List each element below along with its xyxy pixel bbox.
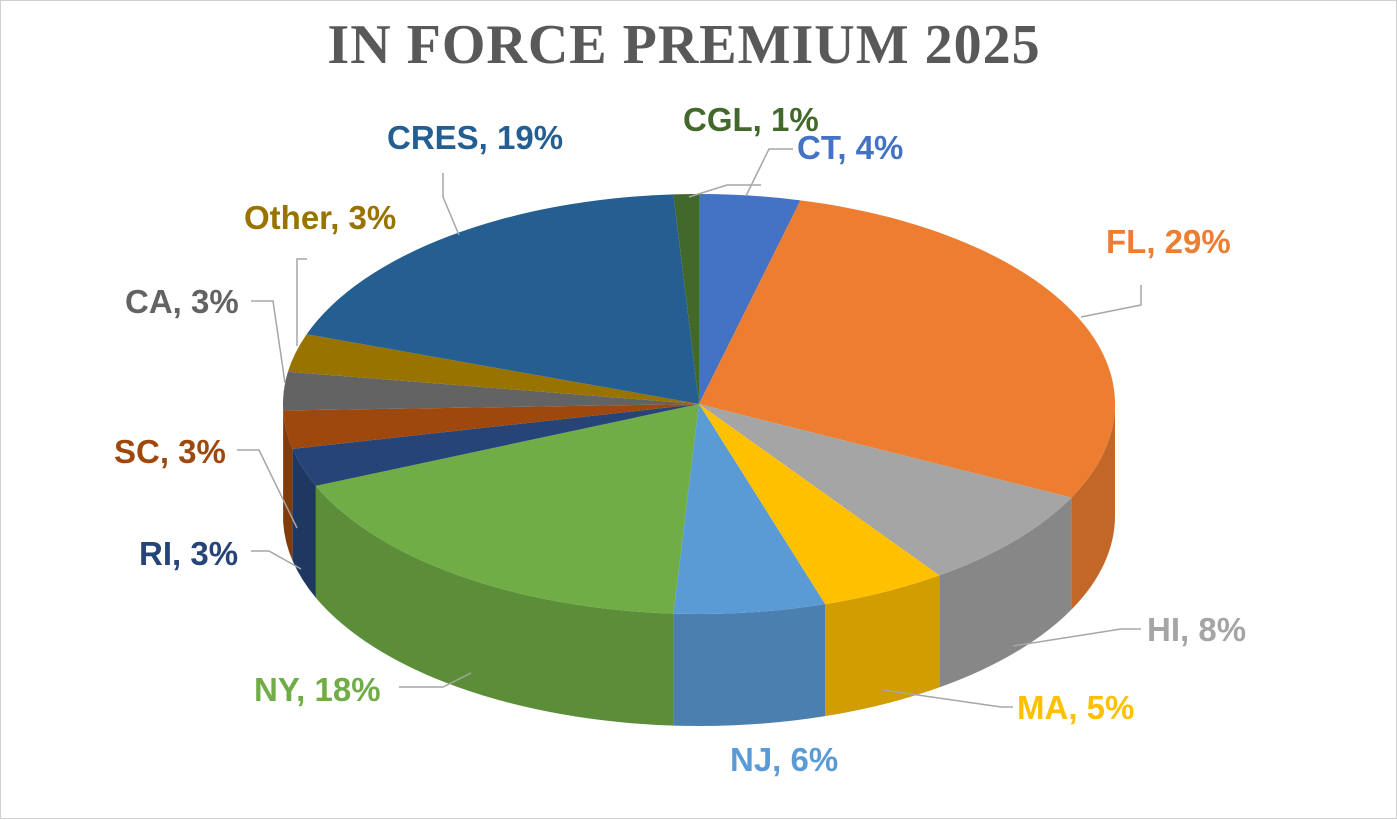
data-label-ny: NY, 18% xyxy=(254,671,381,708)
data-label-ri: RI, 3% xyxy=(139,535,238,572)
data-label-ma: MA, 5% xyxy=(1017,689,1134,726)
leader-line-ct xyxy=(746,149,793,196)
leader-line-other xyxy=(297,259,307,346)
data-label-sc: SC, 3% xyxy=(114,433,226,470)
pie-side-nj xyxy=(673,604,825,726)
data-label-cgl: CGL, 1% xyxy=(683,101,819,138)
data-label-ca: CA, 3% xyxy=(125,283,239,320)
data-label-hi: HI, 8% xyxy=(1147,611,1246,648)
data-label-nj: NJ, 6% xyxy=(730,741,838,778)
data-label-other: Other, 3% xyxy=(244,199,396,236)
data-label-cres: CRES, 19% xyxy=(387,119,563,156)
leader-line-ca xyxy=(251,301,285,383)
data-label-fl: FL, 29% xyxy=(1106,223,1231,260)
leader-line-cres xyxy=(443,173,459,235)
leader-line-fl xyxy=(1081,285,1141,317)
